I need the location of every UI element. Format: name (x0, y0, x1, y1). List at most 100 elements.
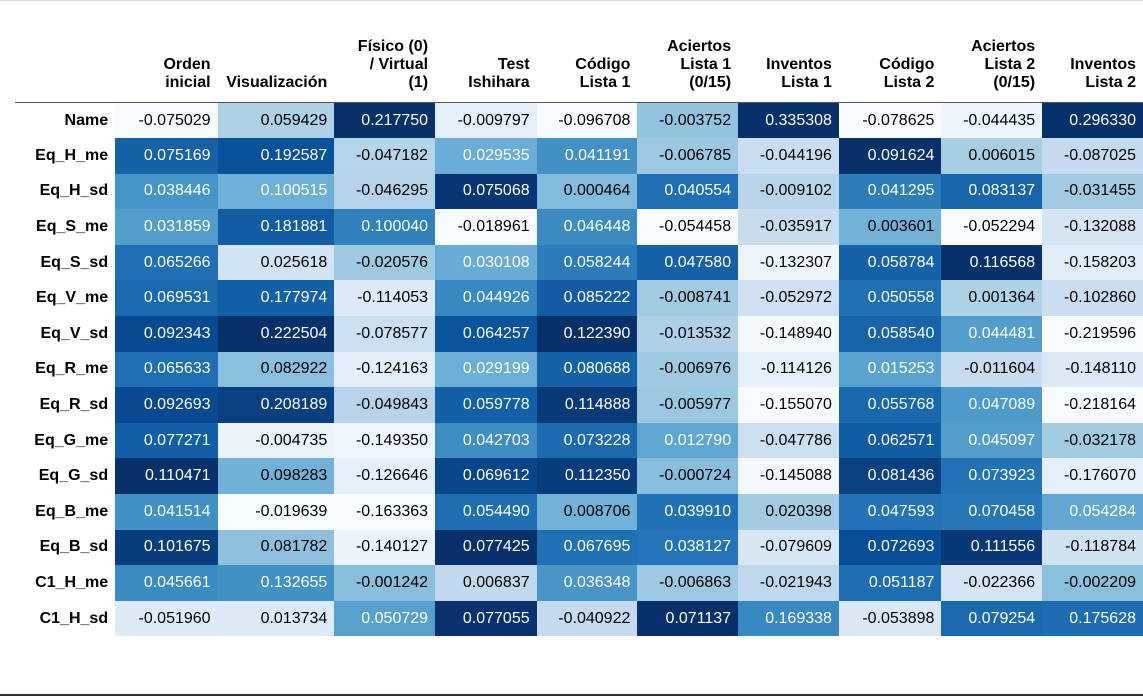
heatmap-cell: 0.077271 (115, 422, 218, 459)
heatmap-cell: 0.029199 (435, 351, 537, 388)
heatmap-cell: 0.058784 (838, 244, 942, 281)
heatmap-cell: -0.006863 (637, 565, 739, 601)
heatmap-cell: 0.046448 (536, 209, 638, 245)
heatmap-cell: 0.111556 (941, 529, 1043, 566)
heatmap-cell: -0.006785 (637, 138, 739, 174)
row-label: Eq_G_sd (38, 467, 109, 485)
heatmap-cell: -0.126646 (334, 458, 436, 495)
heatmap-cell: 0.008706 (536, 494, 638, 530)
table-row: Eq_B_sd 0.101675 0.081782 -0.140127 0.077425… (15, 529, 1143, 566)
heatmap-cell: 0.047593 (838, 494, 942, 530)
heatmap-cell: 0.217750 (334, 102, 436, 139)
heatmap-cell: 0.044926 (435, 280, 537, 317)
heatmap-cell: -0.006976 (637, 351, 739, 388)
bottom-divider (0, 694, 1143, 696)
top-divider (0, 0, 1143, 1)
row-label: Eq_H_sd (39, 182, 109, 200)
table-row: Eq_H_me 0.075169 0.192587 -0.047182 0.029535… (15, 138, 1143, 174)
heatmap-cell: 0.077055 (435, 600, 537, 637)
column-header: Inventos Lista 2 (1070, 56, 1136, 91)
heatmap-cell: -0.148940 (738, 316, 839, 352)
heatmap-cell: 0.042703 (435, 422, 537, 459)
heatmap-cell: 0.044481 (941, 316, 1043, 352)
heatmap-cell: 0.067695 (536, 529, 638, 566)
heatmap-cell: 0.062571 (838, 422, 942, 459)
heatmap-cell: 0.296330 (1042, 102, 1143, 139)
heatmap-cell: 0.041514 (115, 494, 218, 530)
heatmap-cell: -0.140127 (334, 529, 436, 566)
heatmap-cell: -0.054458 (637, 209, 739, 245)
heatmap-cell: 0.079254 (941, 600, 1043, 637)
table-row: C1_H_me 0.045661 0.132655 -0.001242 0.006837… (15, 565, 1143, 601)
heatmap-cell: -0.005977 (637, 387, 739, 423)
heatmap-cell: -0.004735 (217, 422, 335, 459)
heatmap-cell: 0.069612 (435, 458, 537, 495)
heatmap-cell: 0.038446 (115, 173, 218, 210)
column-header: Inventos Lista 1 (766, 56, 832, 91)
row-label: Eq_S_me (36, 218, 109, 236)
heatmap-cell: -0.176070 (1042, 458, 1143, 495)
heatmap-cell: 0.047089 (941, 387, 1043, 423)
heatmap-cell: -0.114053 (334, 280, 436, 317)
heatmap-cell: 0.000464 (536, 173, 638, 210)
heatmap-cell: 0.029535 (435, 138, 537, 174)
heatmap-cell: 0.181881 (217, 209, 335, 245)
heatmap-cell: -0.031455 (1042, 173, 1143, 210)
heatmap-cell: 0.132655 (217, 565, 335, 601)
heatmap-cell: -0.163363 (334, 494, 436, 530)
heatmap-cell: 0.013734 (217, 600, 335, 637)
heatmap-cell: 0.112350 (536, 458, 638, 495)
heatmap-cell: -0.052972 (738, 280, 839, 317)
table-row: Eq_S_me 0.031859 0.181881 0.100040 -0.018961… (15, 209, 1143, 245)
heatmap-cell: -0.052294 (941, 209, 1043, 245)
heatmap-cell: 0.064257 (435, 316, 537, 352)
heatmap-cell: -0.035917 (738, 209, 839, 245)
table-row: Eq_G_me 0.077271 -0.004735 -0.149350 0.04270… (15, 422, 1143, 459)
row-label: Eq_S_sd (40, 253, 109, 271)
heatmap-cell: -0.011604 (941, 351, 1043, 388)
table-row: Name -0.075029 0.059429 0.217750 -0.009797 -0… (15, 102, 1143, 139)
heatmap-cell: 0.081436 (838, 458, 942, 495)
table-row: Eq_R_me 0.065633 0.082922 -0.124163 0.029199… (15, 351, 1143, 388)
heatmap-cell: 0.080688 (536, 351, 638, 388)
heatmap-cell: 0.208189 (217, 387, 335, 423)
row-label: Eq_B_me (35, 502, 109, 520)
heatmap-cell: 0.031859 (115, 209, 218, 245)
heatmap-cell: -0.051960 (115, 600, 218, 637)
heatmap-cell: 0.177974 (217, 280, 335, 317)
heatmap-cell: 0.006015 (941, 138, 1043, 174)
heatmap-cell: 0.222504 (217, 316, 335, 352)
heatmap-cell: 0.114888 (536, 387, 638, 423)
heatmap-cell: 0.092693 (115, 387, 218, 423)
heatmap-cell: 0.073228 (536, 422, 638, 459)
heatmap-cell: 0.116568 (941, 244, 1043, 281)
header-row: Orden inicial Visualización Físico (0) / V… (15, 34, 1143, 103)
heatmap-cell: 0.175628 (1042, 600, 1143, 637)
table-row: Eq_B_me 0.041514 -0.019639 -0.163363 0.05449… (15, 494, 1143, 530)
heatmap-cell: 0.001364 (941, 280, 1043, 317)
heatmap-cell: -0.032178 (1042, 422, 1143, 459)
row-label: Eq_R_me (35, 360, 109, 378)
heatmap-cell: -0.079609 (738, 529, 839, 566)
heatmap-cell: -0.022366 (941, 565, 1043, 601)
heatmap-cell: -0.013532 (637, 316, 739, 352)
heatmap-cell: -0.046295 (334, 173, 436, 210)
table-row: Eq_R_sd 0.092693 0.208189 -0.049843 0.059778… (15, 387, 1143, 423)
heatmap-cell: 0.073923 (941, 458, 1043, 495)
heatmap-cell: 0.040554 (637, 173, 739, 210)
heatmap-cell: -0.009797 (435, 102, 537, 139)
heatmap-cell: 0.122390 (536, 316, 638, 352)
table-body: Name -0.075029 0.059429 0.217750 -0.009797 -0… (15, 102, 1143, 637)
heatmap-cell: -0.018961 (435, 209, 537, 245)
heatmap-cell: 0.065633 (115, 351, 218, 388)
heatmap-cell: 0.092343 (115, 316, 218, 352)
column-header: Test Ishihara (468, 56, 530, 91)
heatmap-cell: -0.047786 (738, 422, 839, 459)
heatmap-cell: 0.083137 (941, 173, 1043, 210)
row-label: Eq_G_me (34, 431, 109, 449)
row-label: Name (64, 111, 109, 129)
heatmap-cell: 0.012790 (637, 422, 739, 459)
heatmap-cell: 0.050558 (838, 280, 942, 317)
heatmap-cell: -0.155070 (738, 387, 839, 423)
heatmap-cell: 0.070458 (941, 494, 1043, 530)
